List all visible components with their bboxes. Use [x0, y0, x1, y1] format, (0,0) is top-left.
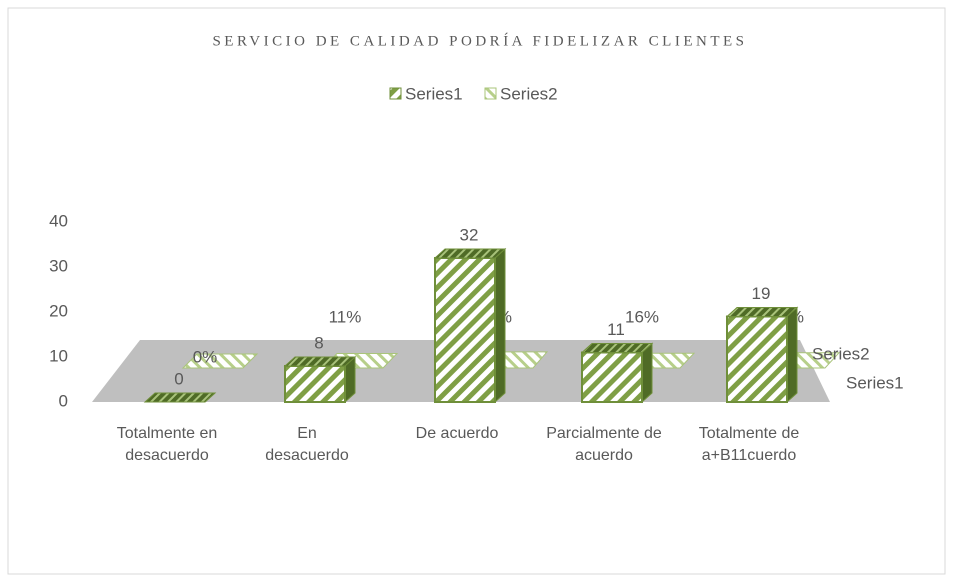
legend-swatch: [484, 87, 497, 100]
legend-label: Series2: [500, 84, 558, 103]
data-label: 0%: [193, 347, 218, 366]
bar-top: [725, 307, 799, 317]
x-tick-label: En desacuerdo: [265, 425, 349, 464]
data-label: 19: [752, 284, 771, 303]
data-label: 32: [460, 225, 479, 244]
data-label: 16%: [625, 307, 659, 326]
bar-top: [580, 343, 654, 353]
bar-side: [641, 342, 653, 404]
y-tick-label: 20: [49, 301, 68, 320]
bar-group: [725, 306, 799, 404]
data-label: 11%: [329, 307, 362, 326]
bar-group: [143, 392, 217, 403]
bar-top: [143, 392, 217, 403]
x-tick-label: Parcialmente de acuerdo: [546, 425, 662, 464]
bar: [726, 315, 788, 403]
chart-title: SERVICIO DE CALIDAD PODRÍA FIDELIZAR CLI…: [212, 32, 747, 49]
bar-group: [433, 247, 507, 404]
data-label: 0: [174, 369, 183, 388]
bar: [581, 351, 643, 403]
bar-group: [580, 342, 654, 404]
bar-group: [283, 355, 357, 404]
y-tick-label: 40: [49, 211, 68, 230]
depth-label: Series1: [846, 373, 904, 392]
bar: [284, 365, 346, 403]
bar-top: [433, 248, 507, 259]
x-tick-label: Totalmente de a+B11cuerdo: [698, 425, 800, 464]
chart-frame: [7, 7, 946, 575]
bar-side: [494, 247, 506, 404]
x-tick-label: De acuerdo: [415, 425, 499, 442]
legend-swatch: [389, 87, 402, 100]
bar: [181, 353, 259, 369]
y-tick-label: 10: [49, 346, 68, 365]
data-label: 8: [314, 333, 323, 352]
bar-top: [283, 356, 357, 367]
depth-label: Series2: [812, 344, 870, 363]
y-tick-label: 30: [49, 256, 68, 275]
data-label: 11: [607, 320, 625, 339]
y-tick-label: 0: [59, 391, 68, 410]
x-tick-label: Totalmente en desacuerdo: [116, 425, 218, 464]
bar: [434, 257, 496, 403]
legend-label: Series1: [405, 84, 463, 103]
bar-side: [786, 306, 798, 404]
